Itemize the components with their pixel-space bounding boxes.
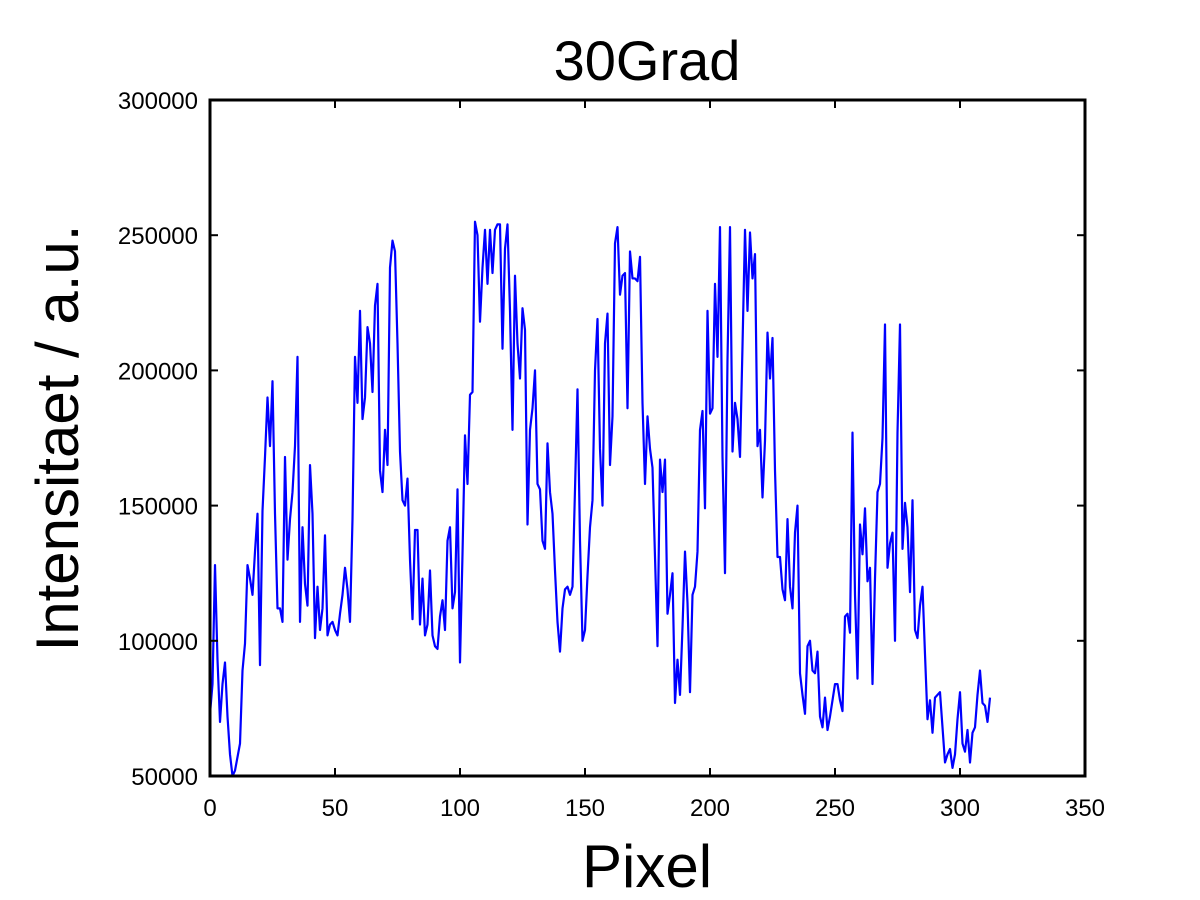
- y-tick-label-1: 100000: [118, 629, 198, 656]
- y-tick-label-5: 300000: [118, 88, 198, 115]
- x-tick-label-6: 300: [940, 795, 980, 822]
- plot-area: 0 50 100 150 200 250 300 350 50000 100000 150000 20…: [118, 88, 1105, 822]
- series-line-0: [208, 220, 992, 778]
- x-tick-label-7: 350: [1065, 795, 1105, 822]
- plot-frame: [208, 98, 1087, 778]
- chart-title: 30Grad: [554, 29, 741, 92]
- x-tick-label-5: 250: [815, 795, 855, 822]
- x-tick-label-4: 200: [690, 795, 730, 822]
- x-tick-label-1: 50: [322, 795, 349, 822]
- y-tick-label-4: 250000: [118, 223, 198, 250]
- y-tick-label-0: 50000: [131, 764, 198, 791]
- x-tick-label-2: 100: [440, 795, 480, 822]
- x-tick-label-0: 0: [203, 795, 216, 822]
- y-axis-label: Intensitaet / a.u.: [24, 225, 91, 652]
- x-axis-label: Pixel: [582, 833, 712, 900]
- y-tick-label-3: 200000: [118, 358, 198, 385]
- x-tick-label-3: 150: [565, 795, 605, 822]
- y-tick-label-2: 150000: [118, 494, 198, 521]
